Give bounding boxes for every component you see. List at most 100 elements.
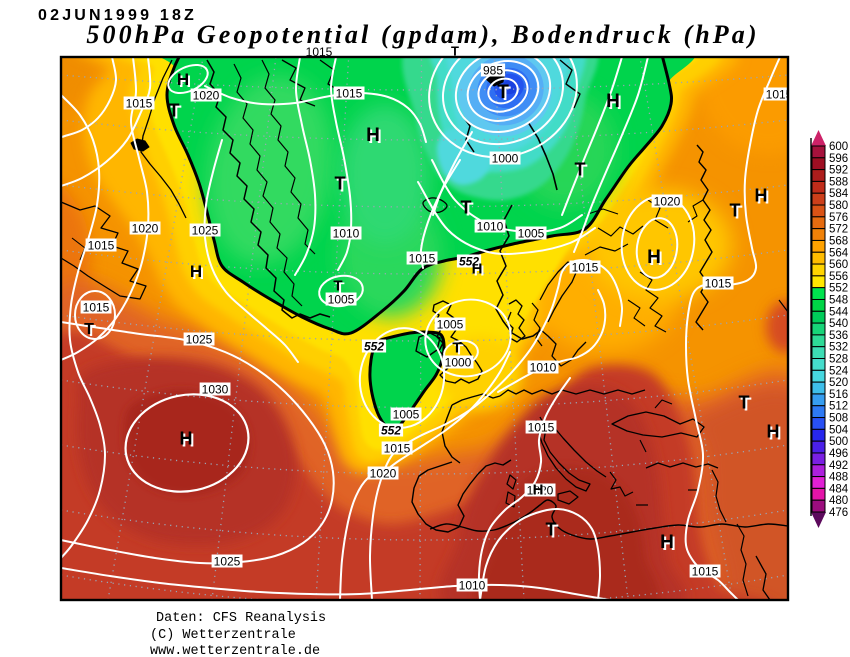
svg-text:H: H: [472, 260, 483, 277]
svg-text:T: T: [333, 277, 342, 294]
svg-text:1005: 1005: [437, 317, 464, 331]
svg-text:496: 496: [829, 448, 848, 460]
svg-text:564: 564: [829, 247, 849, 259]
svg-text:02JUN1999 18Z: 02JUN1999 18Z: [38, 7, 197, 24]
svg-text:T: T: [171, 103, 182, 123]
svg-text:524: 524: [829, 365, 849, 377]
svg-text:1015: 1015: [126, 96, 153, 110]
svg-text:T: T: [169, 101, 180, 121]
svg-text:T: T: [335, 174, 346, 194]
svg-text:488: 488: [829, 472, 848, 484]
svg-text:1015: 1015: [705, 276, 732, 290]
svg-text:H: H: [608, 93, 622, 114]
svg-text:1025: 1025: [214, 554, 241, 568]
svg-text:600: 600: [829, 141, 848, 153]
svg-text:H: H: [192, 264, 204, 283]
svg-text:1015: 1015: [766, 87, 793, 101]
svg-text:588: 588: [829, 176, 848, 188]
svg-text:1010: 1010: [333, 226, 360, 240]
svg-text:1015: 1015: [692, 564, 719, 578]
svg-text:1015: 1015: [88, 238, 115, 252]
svg-text:1025: 1025: [192, 223, 219, 237]
svg-text:520: 520: [829, 377, 848, 389]
svg-text:T: T: [337, 176, 348, 196]
svg-text:T: T: [454, 341, 463, 358]
svg-text:1000: 1000: [445, 355, 472, 369]
svg-text:H: H: [368, 127, 382, 148]
svg-text:528: 528: [829, 354, 848, 366]
svg-text:T: T: [741, 395, 752, 415]
svg-text:H: H: [179, 72, 191, 91]
svg-text:1010: 1010: [477, 219, 504, 233]
svg-text:536: 536: [829, 330, 848, 342]
svg-text:Daten: CFS Reanalysis: Daten: CFS Reanalysis: [156, 611, 326, 626]
svg-text:1020: 1020: [654, 194, 681, 208]
svg-text:1010: 1010: [530, 360, 557, 374]
svg-text:580: 580: [829, 200, 848, 212]
svg-text:1000: 1000: [492, 151, 519, 165]
svg-text:1015: 1015: [83, 300, 110, 314]
svg-text:T: T: [463, 200, 474, 220]
svg-text:H: H: [190, 262, 202, 281]
svg-text:480: 480: [829, 495, 848, 507]
svg-text:H: H: [662, 534, 676, 555]
svg-text:1010: 1010: [459, 578, 486, 592]
svg-text:T: T: [577, 162, 588, 182]
svg-text:560: 560: [829, 259, 848, 271]
svg-text:552: 552: [364, 339, 384, 353]
svg-text:1015: 1015: [336, 86, 363, 100]
svg-text:T: T: [451, 44, 459, 59]
svg-text:572: 572: [829, 224, 848, 236]
svg-text:T: T: [730, 201, 741, 221]
svg-text:T: T: [548, 522, 559, 542]
svg-text:1015: 1015: [572, 260, 599, 274]
svg-text:500hPa Geopotential (gpdam), B: 500hPa Geopotential (gpdam), Bodendruck …: [86, 20, 759, 49]
svg-text:540: 540: [829, 318, 848, 330]
svg-text:552: 552: [829, 283, 848, 295]
svg-text:516: 516: [829, 389, 848, 401]
svg-text:H: H: [755, 186, 768, 206]
svg-text:T: T: [335, 279, 344, 296]
svg-text:T: T: [461, 198, 472, 218]
svg-text:1015: 1015: [306, 45, 333, 59]
svg-text:1025: 1025: [186, 332, 213, 346]
svg-text:548: 548: [829, 295, 848, 307]
svg-text:H: H: [757, 188, 770, 208]
svg-text:H: H: [649, 249, 663, 270]
svg-text:T: T: [499, 84, 511, 105]
svg-text:596: 596: [829, 153, 848, 165]
svg-text:552: 552: [459, 254, 479, 268]
svg-text:H: H: [767, 422, 780, 442]
svg-text:H: H: [182, 431, 195, 451]
svg-text:476: 476: [829, 507, 848, 519]
svg-text:www.wetterzentrale.de: www.wetterzentrale.de: [150, 644, 320, 657]
svg-text:1020: 1020: [370, 466, 397, 480]
svg-text:T: T: [575, 160, 586, 180]
svg-text:H: H: [366, 125, 380, 146]
svg-text:1020: 1020: [193, 88, 220, 102]
svg-text:H: H: [769, 424, 782, 444]
svg-text:H: H: [180, 429, 193, 449]
svg-text:985: 985: [483, 63, 503, 77]
svg-text:T: T: [84, 321, 94, 338]
svg-text:H: H: [660, 532, 674, 553]
svg-text:500: 500: [829, 436, 848, 448]
svg-text:484: 484: [829, 483, 849, 495]
svg-text:1005: 1005: [328, 292, 355, 306]
svg-text:H: H: [535, 483, 546, 500]
svg-text:T: T: [497, 82, 509, 103]
svg-text:T: T: [546, 520, 557, 540]
svg-text:T: T: [86, 323, 96, 340]
svg-text:H: H: [647, 247, 661, 268]
svg-text:1015: 1015: [528, 420, 555, 434]
svg-text:576: 576: [829, 212, 848, 224]
svg-text:T: T: [739, 393, 750, 413]
svg-text:552: 552: [381, 423, 401, 437]
svg-text:1015: 1015: [409, 251, 436, 265]
svg-text:532: 532: [829, 342, 848, 354]
svg-text:592: 592: [829, 165, 848, 177]
svg-text:512: 512: [829, 401, 848, 413]
svg-text:584: 584: [829, 188, 849, 200]
svg-text:H: H: [533, 481, 544, 498]
svg-text:1020: 1020: [527, 483, 554, 497]
